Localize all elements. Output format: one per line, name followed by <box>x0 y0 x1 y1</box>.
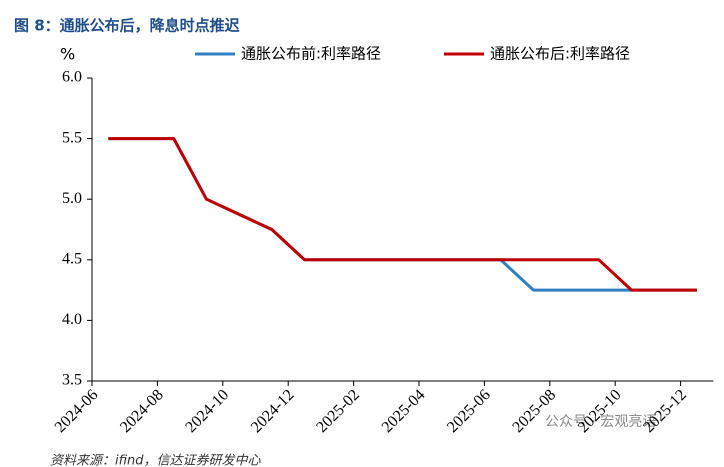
y-tick-label: 4.5 <box>62 250 82 267</box>
legend-label: 通胀公布后:利率路径 <box>490 45 630 63</box>
x-tick-label: 2024-12 <box>248 386 298 436</box>
legend-label: 通胀公布前:利率路径 <box>241 45 381 63</box>
x-tick-label: 2025-04 <box>379 386 429 436</box>
x-tick-label: 2025-12 <box>640 386 690 436</box>
source: 资料来源：ifind，信达证券研发中心 <box>50 454 262 467</box>
x-tick-label: 2024-10 <box>182 386 232 436</box>
y-tick-label: 5.0 <box>62 190 82 207</box>
y-tick-label: 5.5 <box>62 129 82 146</box>
x-tick-label: 2025-06 <box>444 386 494 436</box>
x-tick-label: 2024-06 <box>52 386 102 436</box>
y-unit: % <box>60 45 75 64</box>
x-tick-label: 2025-02 <box>313 386 363 436</box>
y-tick-label: 3.5 <box>62 372 82 389</box>
watermark: 公众号 · 宏观亮语 <box>545 413 656 430</box>
x-tick-label: 2024-08 <box>117 386 167 436</box>
y-tick-label: 4.0 <box>62 311 82 328</box>
chart-title: 图 8：通胀公布后，降息时点推迟 <box>14 17 240 35</box>
y-tick-label: 6.0 <box>62 69 82 86</box>
line-series <box>108 137 697 292</box>
